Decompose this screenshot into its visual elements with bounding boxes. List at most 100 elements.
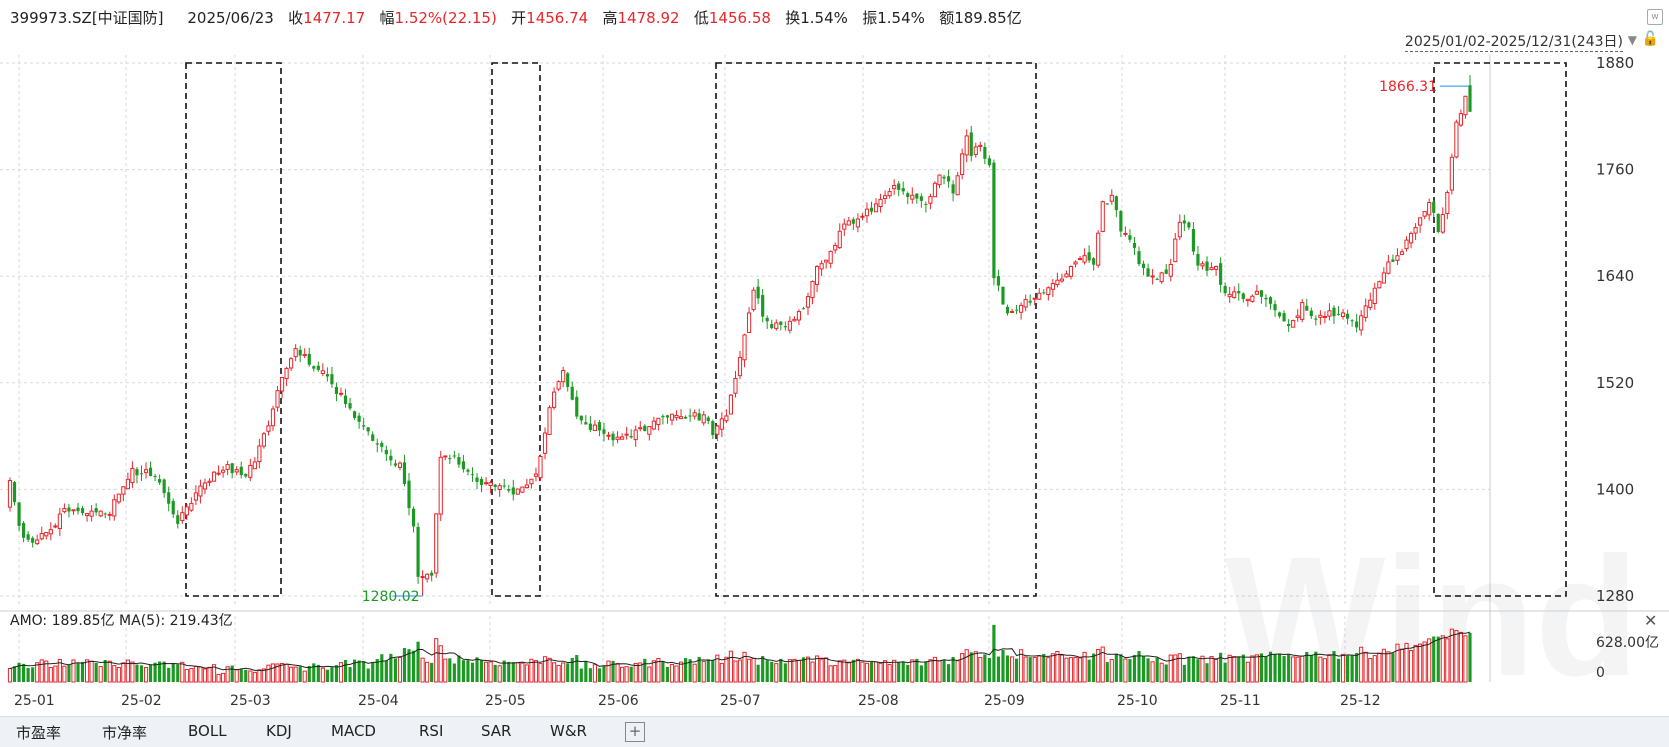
tab-kdj[interactable]: KDJ [266,722,292,740]
volume-bar-down [1119,654,1123,682]
candle-body-down [915,193,919,199]
tab-sar[interactable]: SAR [481,722,512,740]
volume-bar-down [153,662,157,682]
tab-boll[interactable]: BOLL [188,722,227,740]
volume-bar-down [801,657,806,682]
add-indicator-button[interactable]: + [625,722,645,742]
candle-body-up [425,573,430,580]
security-code[interactable]: 399973.SZ[中证国防] [10,9,164,27]
candle-body-down [688,415,692,417]
tab-rsi[interactable]: RSI [419,722,444,740]
volume-bar-down [1277,653,1282,682]
candle-body-up [216,472,221,475]
volume-bar-down [969,652,973,682]
candle-body-up [234,469,239,473]
volume-bar-up [1359,646,1364,683]
volume-bar-down [779,658,783,682]
volume-bar-up [279,662,285,683]
candle-body-up [733,377,738,394]
volume-bar-up [289,666,294,683]
price-tick-label: 1280 [1596,587,1634,605]
volume-bar-up [1245,661,1250,683]
tab-macd[interactable]: MACD [331,722,376,740]
volume-bar-down [330,667,334,682]
candle-body-down [566,373,570,387]
volume-bar-down [22,663,26,682]
volume-bar-up [842,659,847,683]
candle-body-down [479,478,484,486]
volume-bar-down [756,664,760,682]
volume-bar-up [656,657,661,683]
candle-body-up [89,510,94,517]
volume-bar-up [620,666,625,683]
candle-body-up [592,424,597,432]
candle-body-up [715,425,720,435]
candle-body-down [1305,305,1309,311]
candle-body-up [515,488,520,495]
candle-body-up [737,357,743,377]
candle-body-down [1092,258,1096,265]
volume-bar-down [457,655,461,682]
volume-bar-up [266,664,271,683]
candle-body-up [910,194,915,200]
chevron-down-icon[interactable]: ▼ [1627,33,1637,47]
tab-wr[interactable]: W&R [550,722,587,740]
volume-bar-up [873,661,879,683]
volume-bar-up [1096,648,1101,683]
candle-body-down [1005,306,1010,314]
candle-body-up [724,415,729,422]
close-icon[interactable]: ✕ [1644,611,1657,630]
volume-bar-up [293,666,298,683]
candle-body-down [511,487,515,495]
volume-bar-up [887,664,892,683]
candle-body-down [407,480,411,509]
candle-body-up [1037,292,1042,300]
candle-body-up [1340,312,1346,317]
volume-bar-up [248,670,253,683]
volume-bar-up [202,668,208,683]
candle-body-down [1028,300,1032,303]
volume-bar-down [76,663,80,682]
candle-body-down [26,534,30,540]
candle-body-up [524,484,529,489]
candle-body-up [252,461,257,470]
volume-bar-down [1350,655,1354,682]
lock-icon[interactable]: 🔓 [1641,31,1659,47]
volume-bar-up [198,666,203,683]
max-price-label: 1866.31 [1379,79,1437,95]
volume-bar-up [928,659,933,683]
volume-bar-down [94,662,98,682]
volume-bar-down [946,664,951,682]
candle-body-up [855,218,860,228]
price-tick-label: 1520 [1596,374,1634,392]
candle-body-down [706,417,710,422]
candle-body-up [837,230,842,249]
date-range-selector[interactable]: 2025/01/02-2025/12/31(243日) [1404,31,1623,52]
volume-bar-up [1046,657,1051,683]
kline-chart[interactable]: Wind 1880 1760 1640 1520 1400 1280 1866.31 128… [0,0,1669,716]
volume-bar-up [805,656,811,683]
candle-body-down [1391,259,1395,262]
candle-body-down [1332,307,1336,317]
volume-tick-label: 0 [1596,665,1605,681]
candle-body-down [1237,291,1241,294]
candle-body-up [824,259,829,263]
price-tick-label: 1880 [1596,54,1634,72]
wind-logo-icon[interactable]: W [1647,9,1663,25]
candle-body-up [497,485,502,491]
volume-bar-up [1064,657,1069,683]
volume-bar-down [1309,655,1313,682]
volume-bar-up [1327,654,1332,683]
candle-body-up [1109,194,1114,202]
tab-pe[interactable]: 市盈率 [16,724,62,742]
volume-bar-up [1009,656,1015,683]
candle-body-down [1223,285,1227,294]
volume-bar-down [1468,632,1472,682]
candle-body-down [1436,213,1440,233]
volume-bar-up [221,672,226,683]
volume-bar-up [810,661,815,683]
candle-body-up [1381,272,1386,284]
tab-pb[interactable]: 市净率 [102,724,148,742]
volume-bar-down [1314,651,1318,682]
volume-bar-down [1155,657,1159,682]
